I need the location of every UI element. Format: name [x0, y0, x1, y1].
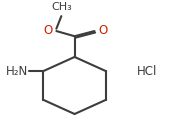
Text: H₂N: H₂N [6, 65, 28, 78]
Text: O: O [43, 24, 52, 37]
Text: CH₃: CH₃ [52, 2, 73, 12]
Text: O: O [99, 24, 108, 37]
Text: HCl: HCl [137, 65, 158, 78]
